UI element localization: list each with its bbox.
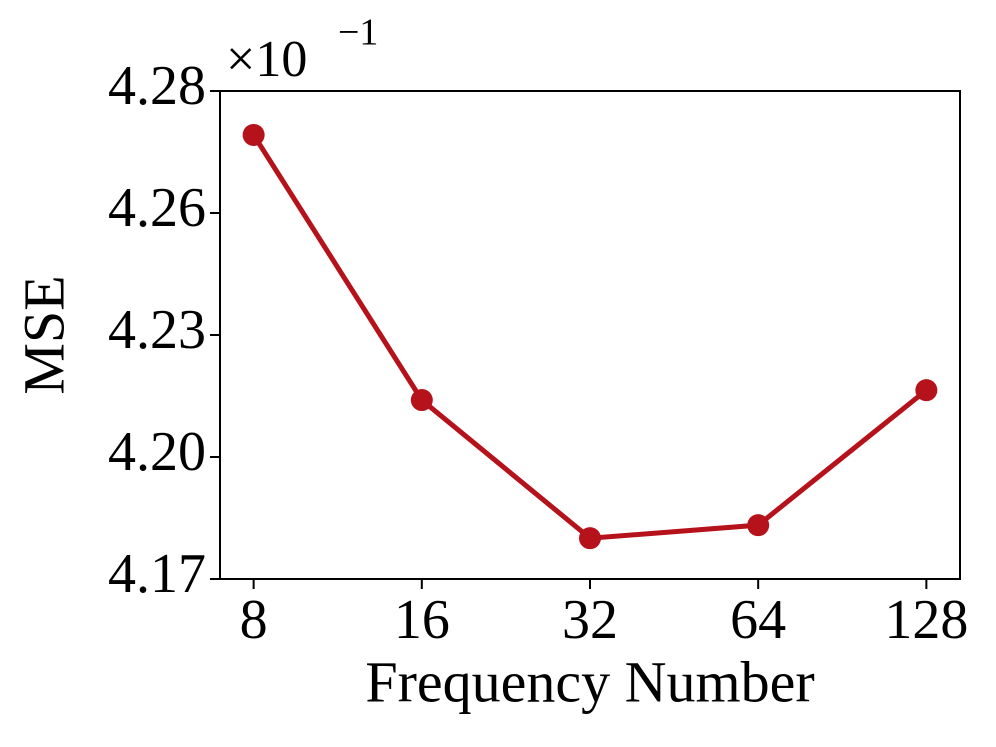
x-tick-label: 8: [240, 589, 268, 651]
y-tick-label: 4.23: [108, 299, 206, 361]
x-axis-label: Frequency Number: [365, 649, 814, 714]
y-offset-base: ×10: [226, 31, 307, 88]
x-tick-label: 16: [394, 589, 450, 651]
x-tick-label: 32: [562, 589, 618, 651]
x-tick-label: 128: [884, 589, 968, 651]
plot-frame: [219, 90, 961, 580]
y-tick-label: 4.26: [108, 177, 206, 239]
line: [251, 133, 928, 541]
marker: [410, 389, 433, 412]
y-offset-exponent: −1: [338, 12, 378, 54]
marker: [242, 123, 265, 146]
marker: [915, 379, 938, 402]
y-tick-label: 4.20: [108, 421, 206, 483]
y-tick-label: 4.28: [108, 55, 206, 117]
y-tick-label: 4.17: [108, 543, 206, 605]
marker: [579, 527, 601, 550]
x-tick-label: 64: [730, 589, 786, 651]
marker: [747, 514, 770, 537]
y-axis-label: MSE: [11, 275, 76, 394]
